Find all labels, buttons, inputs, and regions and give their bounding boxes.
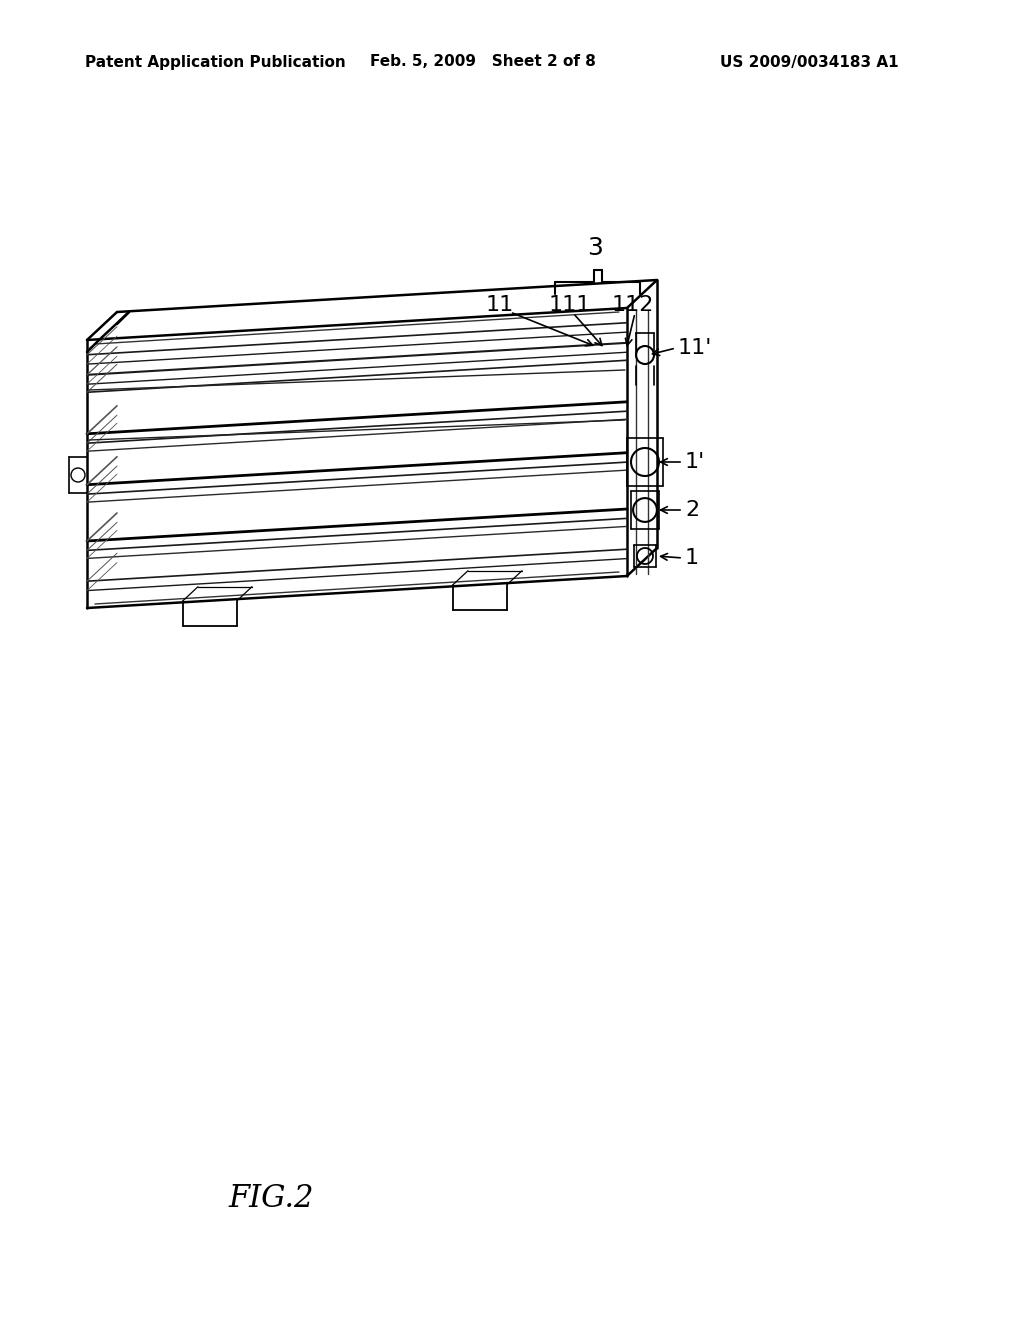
- Text: 3: 3: [587, 236, 603, 260]
- Text: 1: 1: [685, 548, 699, 568]
- Text: Feb. 5, 2009   Sheet 2 of 8: Feb. 5, 2009 Sheet 2 of 8: [370, 54, 596, 70]
- Text: 11: 11: [485, 294, 514, 315]
- Text: 111: 111: [549, 294, 591, 315]
- Text: FIG.2: FIG.2: [228, 1183, 314, 1214]
- Text: 2: 2: [685, 500, 699, 520]
- Text: 1': 1': [685, 451, 706, 473]
- Text: Patent Application Publication: Patent Application Publication: [85, 54, 346, 70]
- Text: 11': 11': [678, 338, 713, 358]
- Text: 112: 112: [611, 294, 654, 315]
- Text: US 2009/0034183 A1: US 2009/0034183 A1: [720, 54, 899, 70]
